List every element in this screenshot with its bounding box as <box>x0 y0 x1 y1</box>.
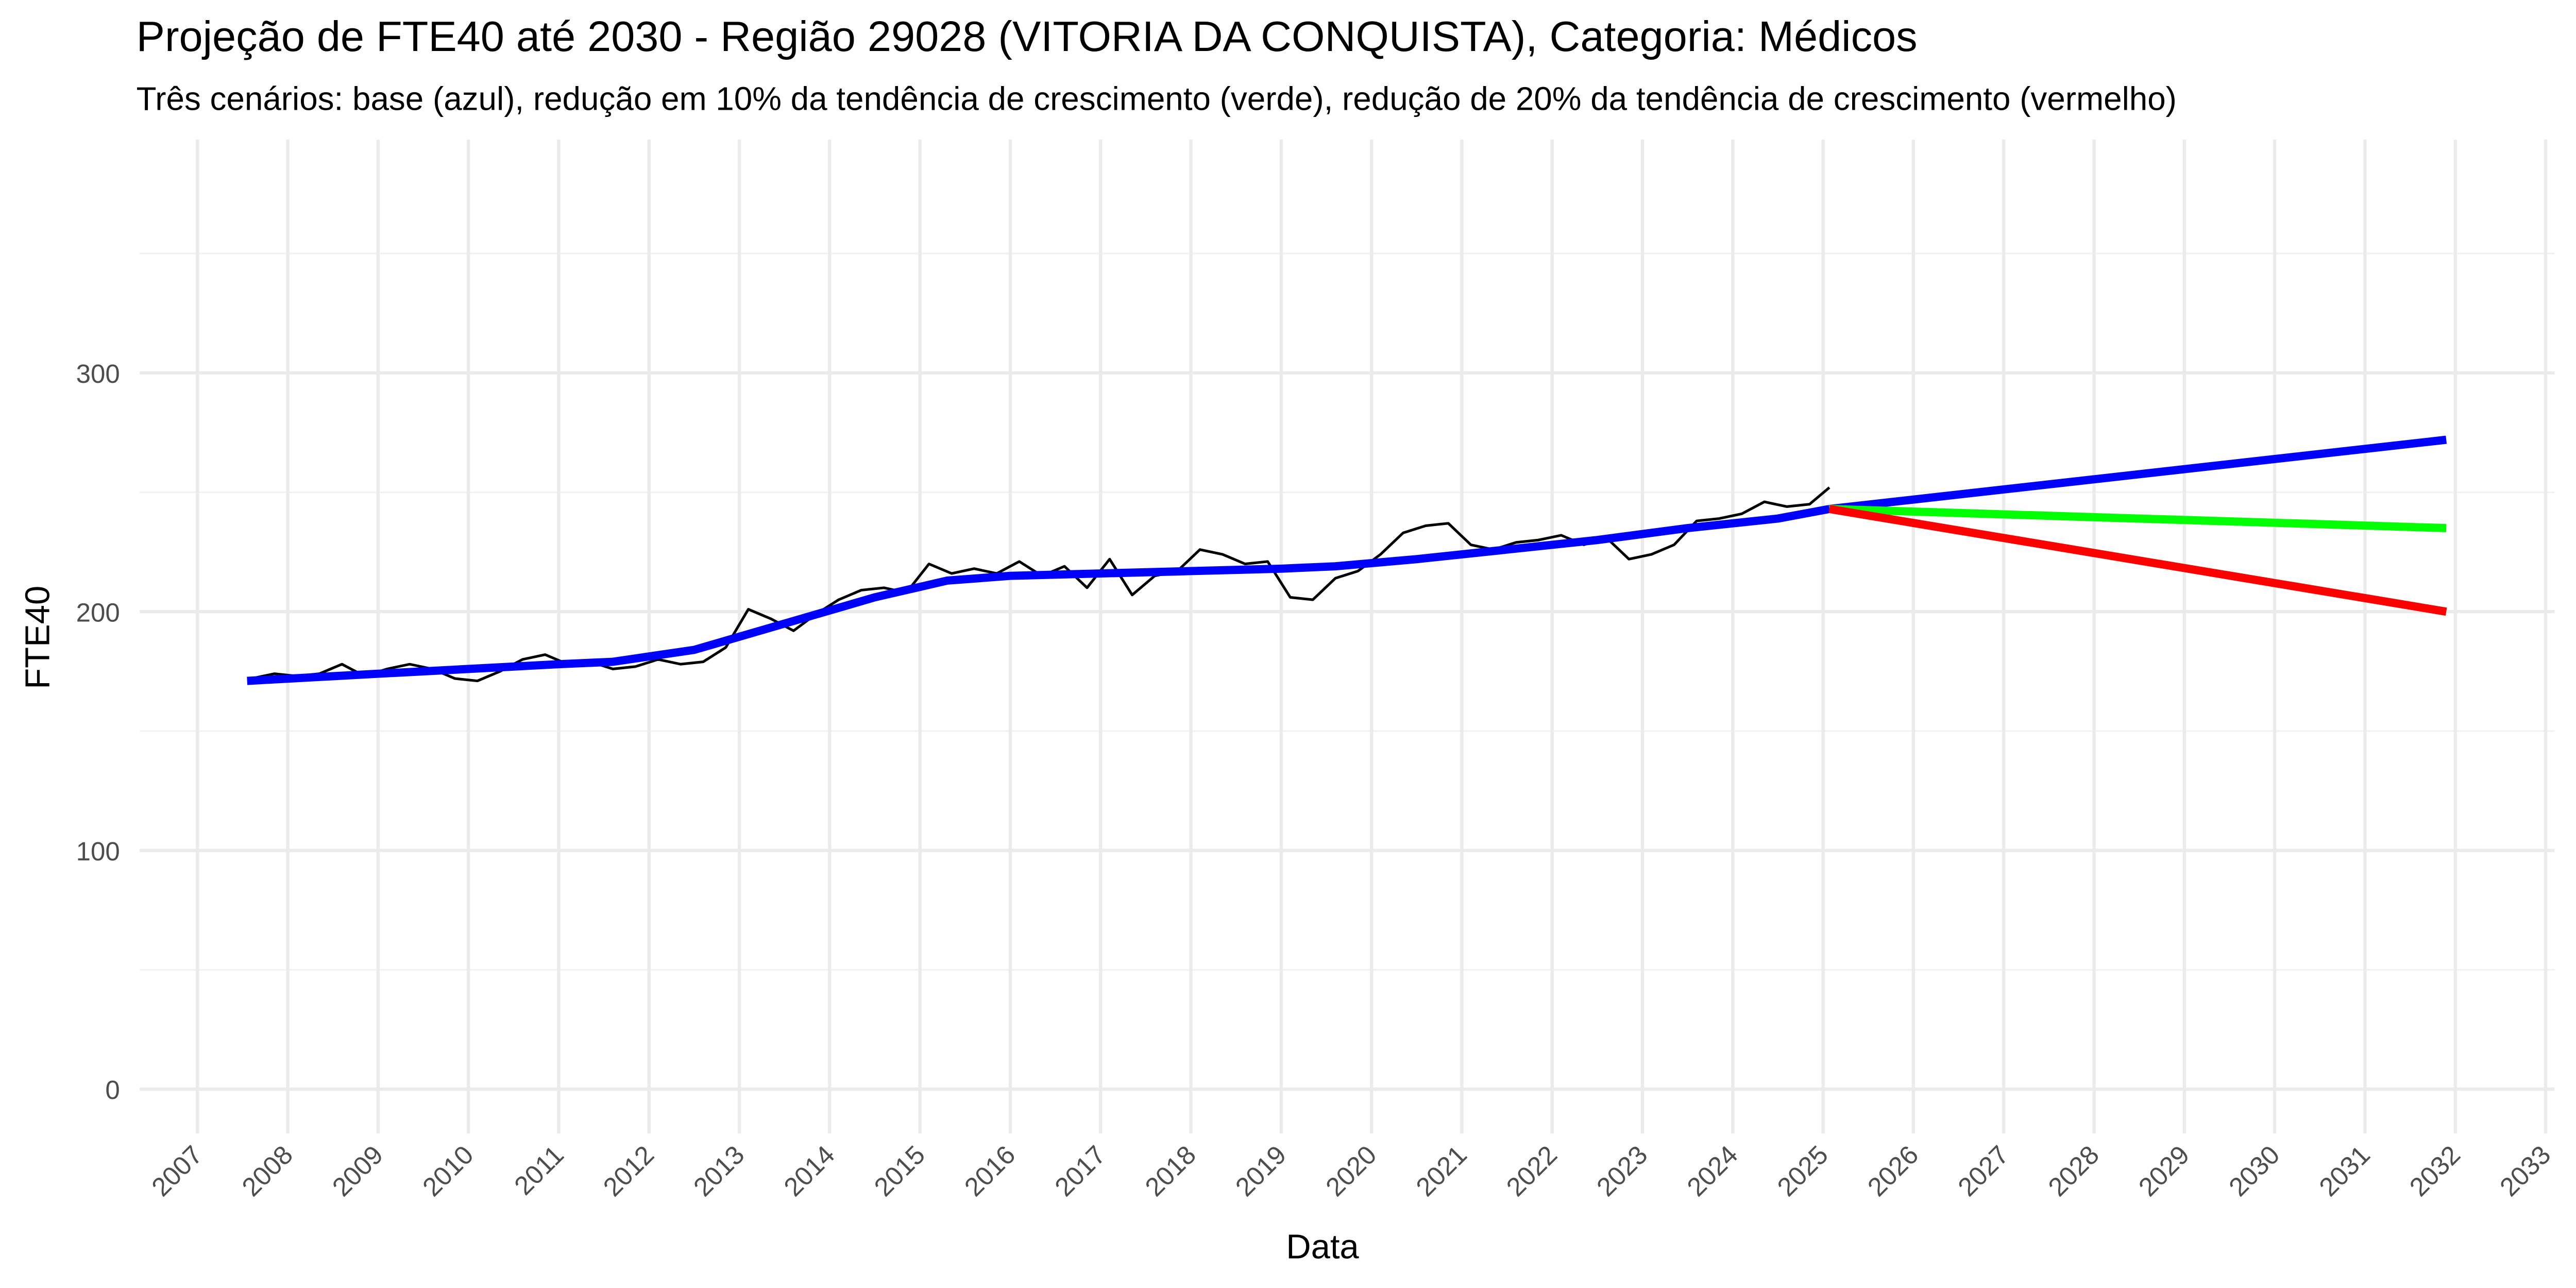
x-axis-label: Data <box>1286 1228 1359 1266</box>
plot-area <box>247 435 2447 685</box>
data-line <box>247 505 1831 685</box>
chart-title: Projeção de FTE40 até 2030 - Região 2902… <box>137 12 1918 60</box>
y-tick-label: 0 <box>105 1075 120 1105</box>
y-tick-label: 200 <box>76 598 120 627</box>
data-line <box>1829 504 2447 533</box>
y-axis-label: FTE40 <box>19 586 57 689</box>
y-tick-label: 100 <box>76 837 120 866</box>
y-tick-label: 300 <box>76 359 120 388</box>
data-line <box>1829 435 2447 513</box>
data-line <box>1828 505 2447 616</box>
chart-subtitle: Três cenários: base (azul), redução em 1… <box>137 80 2177 117</box>
grid <box>140 140 2555 1134</box>
